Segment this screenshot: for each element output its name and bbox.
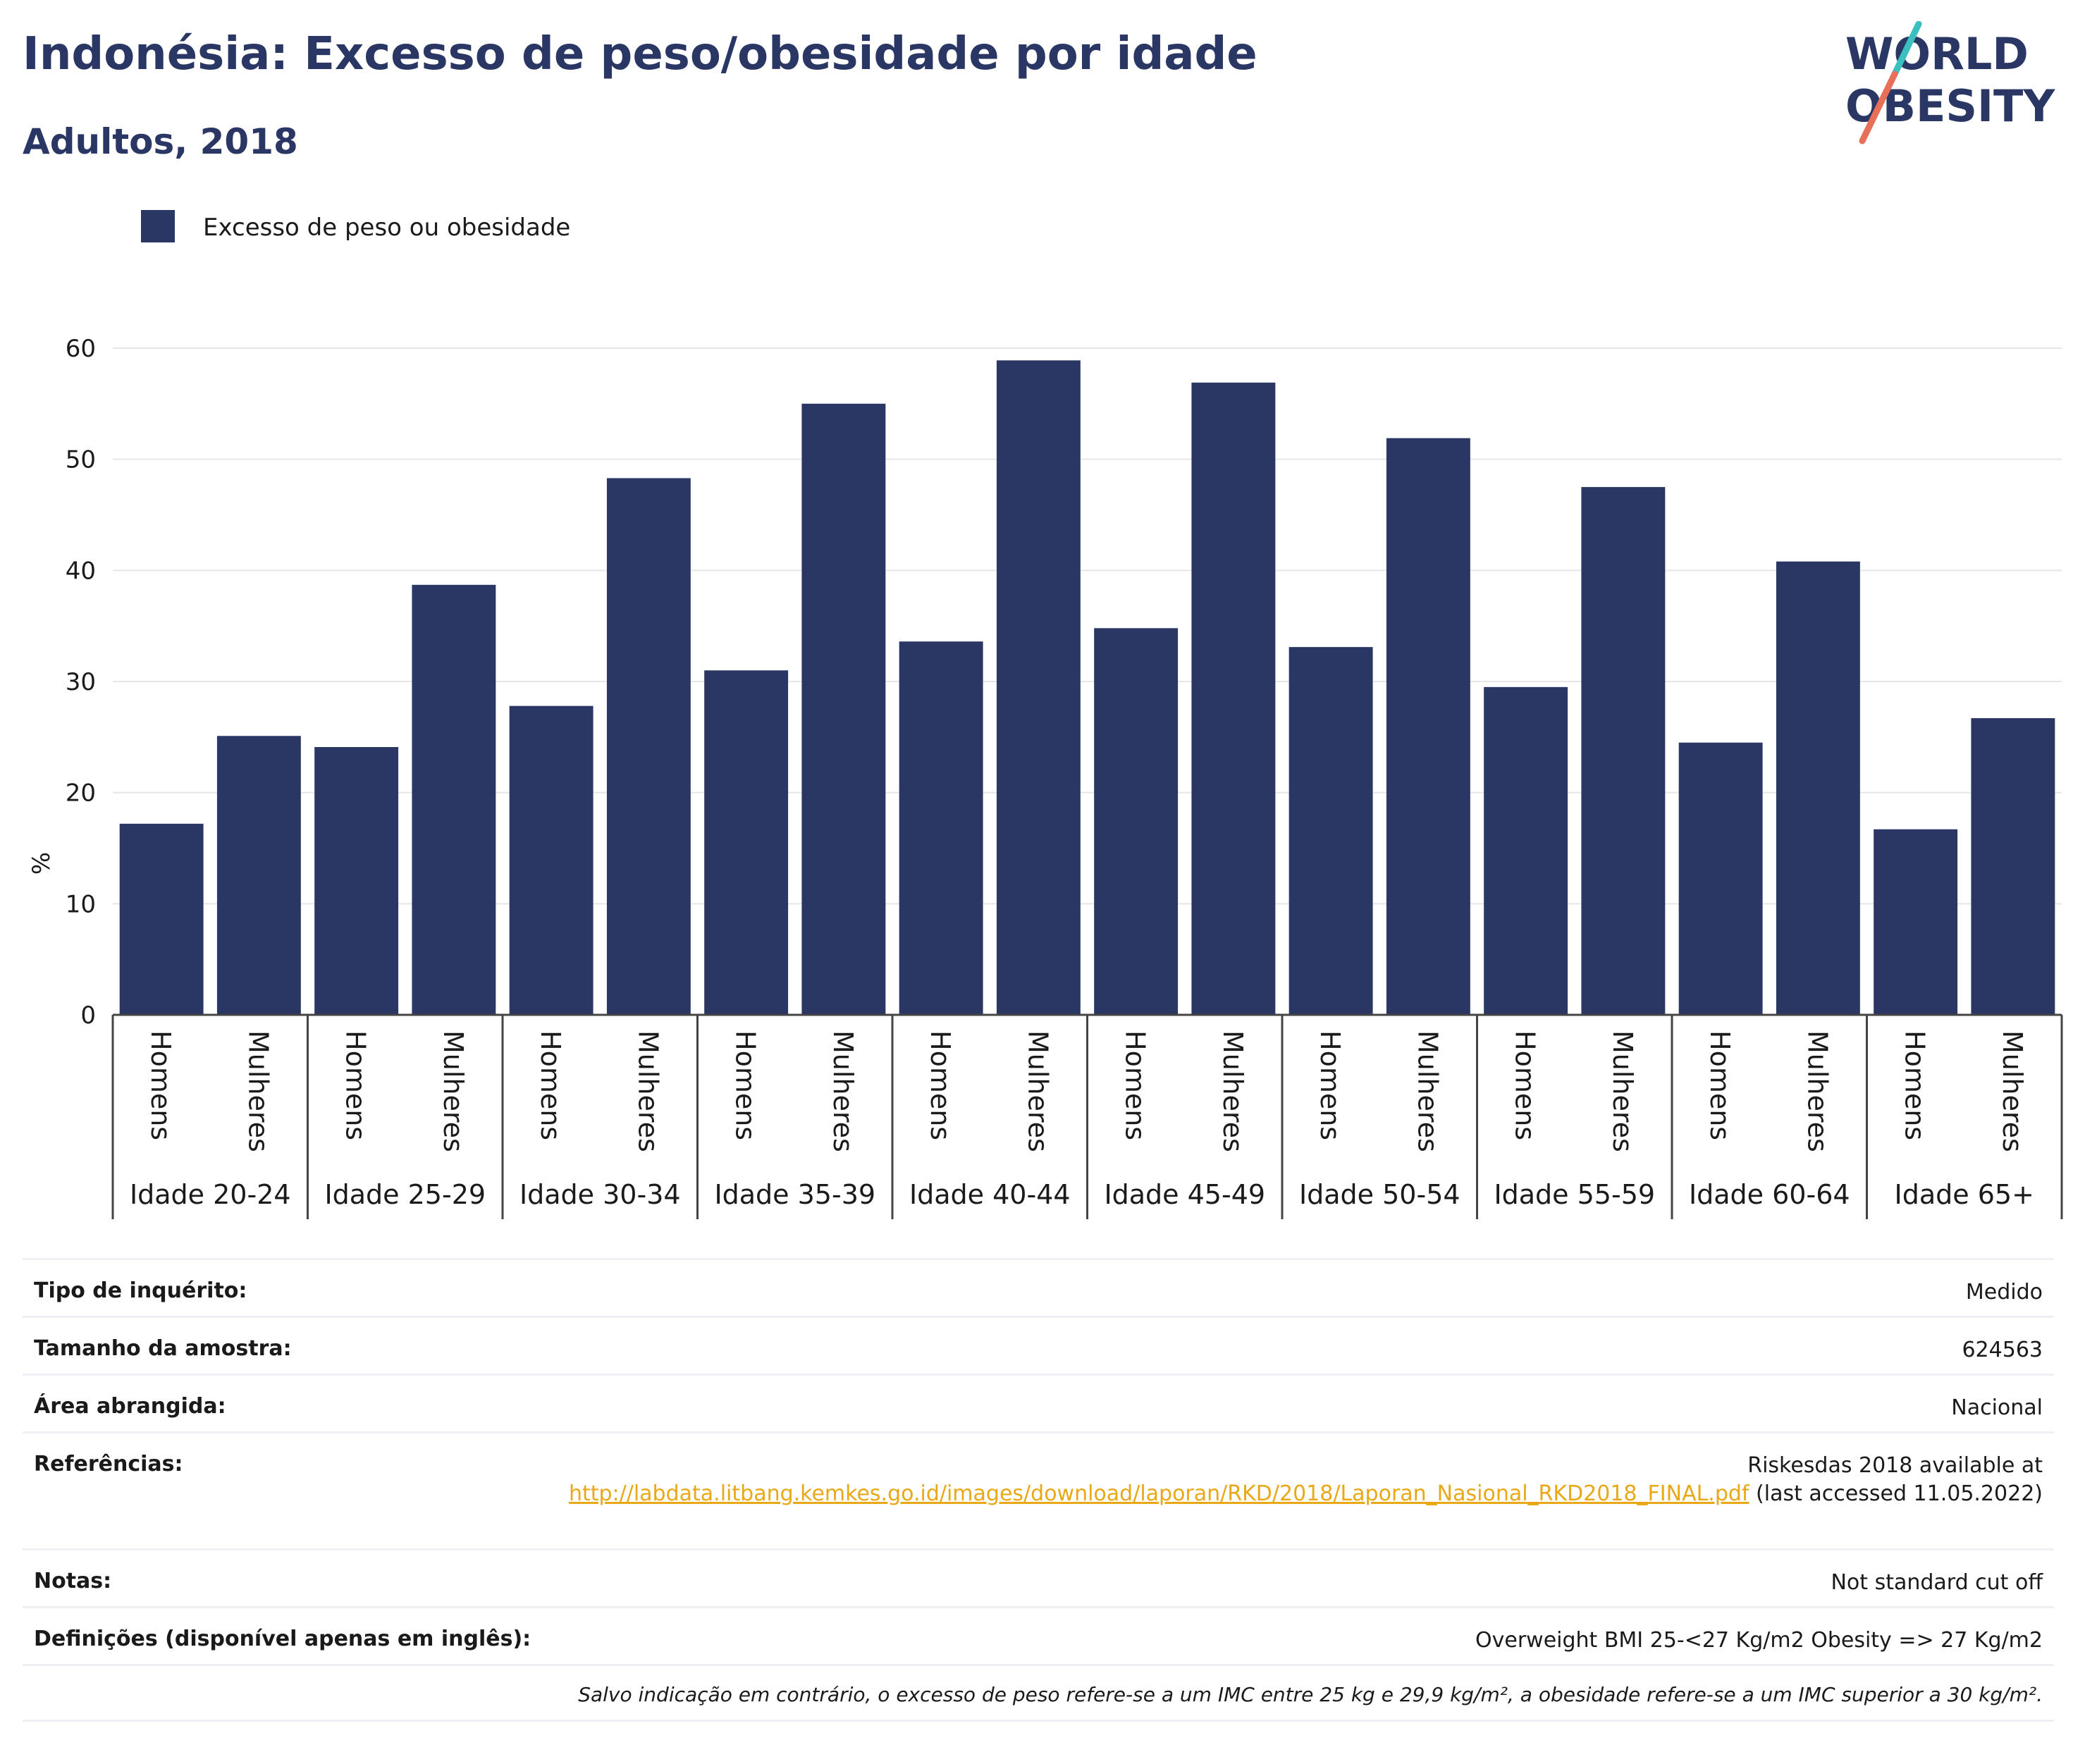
x-category-label: Homens <box>730 1030 761 1140</box>
bar <box>1971 718 2055 1015</box>
info-label: Tamanho da amostra: <box>34 1336 292 1361</box>
y-tick-label: 30 <box>66 668 96 696</box>
x-category-label: Mulheres <box>1412 1030 1443 1152</box>
bar <box>801 403 886 1015</box>
legend-swatch <box>141 210 175 242</box>
logo-slash-teal <box>1891 21 1922 78</box>
x-category-label: Homens <box>145 1030 176 1140</box>
info-label: Tipo de inquérito: <box>34 1278 247 1303</box>
y-axis-title: % <box>27 852 56 875</box>
y-tick-label: 40 <box>66 557 96 585</box>
logo-line-1: WORLD <box>1845 28 2029 80</box>
x-category-label: Mulheres <box>632 1030 663 1152</box>
info-label: Referências: <box>34 1452 183 1476</box>
x-category-label: Mulheres <box>438 1030 469 1152</box>
x-category-label: Mulheres <box>242 1030 273 1152</box>
x-category-label: Homens <box>1900 1030 1931 1140</box>
bar <box>704 670 789 1015</box>
bar <box>1288 647 1373 1015</box>
bar <box>1678 742 1763 1015</box>
bar <box>1094 628 1179 1015</box>
bar <box>1874 829 1958 1015</box>
page-subtitle: Adultos, 2018 <box>23 121 298 162</box>
info-row-references: Referências: Riskesdas 2018 available at… <box>23 1431 2054 1548</box>
y-tick-label: 10 <box>66 890 96 918</box>
x-group-label: Idade 20-24 <box>130 1179 291 1210</box>
x-group-label: Idade 40-44 <box>909 1179 1071 1210</box>
info-value: Nacional <box>1951 1395 2043 1420</box>
x-group-label: Idade 30-34 <box>519 1179 681 1210</box>
y-tick-label: 60 <box>66 335 96 363</box>
x-category-label: Homens <box>535 1030 566 1140</box>
bar-chart: Excesso de peso ou obesidade % 0 10 20 30 40… <box>27 210 2063 1219</box>
x-group-label: Idade 55-59 <box>1494 1179 1655 1210</box>
bar <box>412 584 496 1015</box>
x-group-label: Idade 65+ <box>1895 1179 2034 1210</box>
x-category-label: Mulheres <box>1022 1030 1053 1152</box>
x-category-label: Mulheres <box>1607 1030 1638 1152</box>
reference-prefix: Riskesdas 2018 available at <box>1747 1453 2043 1478</box>
bar <box>1191 382 1276 1015</box>
x-category-label: Mulheres <box>1802 1030 1833 1152</box>
info-table: Tipo de inquérito: Medido Tamanho da amo… <box>23 1258 2054 1722</box>
info-value: Riskesdas 2018 available at http://labda… <box>569 1452 2043 1508</box>
info-value: Not standard cut off <box>1831 1570 2043 1595</box>
y-tick-label: 20 <box>66 779 96 808</box>
info-row-area: Área abrangida: Nacional <box>23 1374 2054 1431</box>
bar <box>1386 438 1470 1015</box>
info-value: Medido <box>1965 1280 2043 1305</box>
bar <box>996 360 1081 1015</box>
bar <box>1776 561 1860 1015</box>
x-group-label: Idade 45-49 <box>1104 1179 1265 1210</box>
x-group-label: Idade 25-29 <box>324 1179 486 1210</box>
info-label: Área abrangida: <box>34 1394 226 1419</box>
info-row-notes: Notas: Not standard cut off <box>23 1548 2054 1606</box>
x-category-label: Homens <box>1704 1030 1735 1140</box>
bar <box>606 478 691 1015</box>
footnote: Salvo indicação em contrário, o excesso … <box>23 1664 2054 1722</box>
x-category-label: Homens <box>1315 1030 1346 1140</box>
bar <box>119 823 204 1015</box>
reference-link[interactable]: http://labdata.litbang.kemkes.go.id/imag… <box>568 1481 1749 1506</box>
info-row-definitions: Definições (disponível apenas em inglês)… <box>23 1606 2054 1664</box>
info-value: 624563 <box>1962 1338 2043 1362</box>
bar <box>509 705 593 1015</box>
x-category-label: Mulheres <box>1997 1030 2028 1152</box>
legend-label: Excesso de peso ou obesidade <box>203 214 570 242</box>
x-group-label: Idade 50-54 <box>1299 1179 1460 1210</box>
x-category-label: Homens <box>925 1030 956 1140</box>
x-group-label: Idade 60-64 <box>1689 1179 1850 1210</box>
x-category-label: Mulheres <box>828 1030 859 1152</box>
info-row-survey-type: Tipo de inquérito: Medido <box>23 1258 2054 1316</box>
page-title: Indonésia: Excesso de peso/obesidade por… <box>23 28 1257 80</box>
y-tick-label: 50 <box>66 446 96 474</box>
info-label: Definições (disponível apenas em inglês)… <box>34 1627 531 1651</box>
info-label: Notas: <box>34 1569 112 1593</box>
x-category-label: Homens <box>340 1030 371 1140</box>
bar <box>216 736 301 1015</box>
reference-suffix: (last accessed 11.05.2022) <box>1756 1481 2043 1506</box>
logo-slash-coral <box>1859 70 1898 144</box>
info-value: Overweight BMI 25-<27 Kg/m2 Obesity => 2… <box>1475 1628 2043 1653</box>
info-row-sample-size: Tamanho da amostra: 624563 <box>23 1316 2054 1374</box>
chart-legend: Excesso de peso ou obesidade <box>141 210 570 242</box>
bar <box>1484 686 1568 1015</box>
y-tick-label: 0 <box>80 1001 96 1030</box>
bar <box>1581 487 1666 1015</box>
bar <box>314 747 399 1015</box>
x-group-label: Idade 35-39 <box>714 1179 875 1210</box>
world-obesity-logo: WORLD OBESITY <box>1845 21 2055 144</box>
x-category-label: Homens <box>1120 1030 1151 1140</box>
x-category-label: Homens <box>1510 1030 1541 1140</box>
bar <box>899 641 983 1015</box>
x-category-label: Mulheres <box>1217 1030 1248 1152</box>
